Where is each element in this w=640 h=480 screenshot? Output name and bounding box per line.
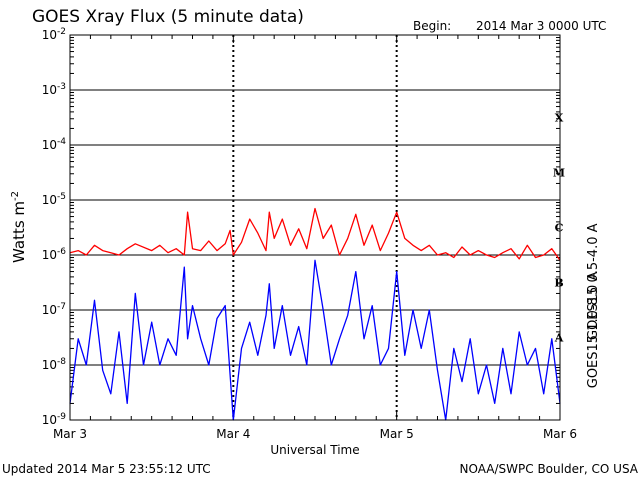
- credit-footer: NOAA/SWPC Boulder, CO USA: [460, 462, 639, 476]
- y-tick-label: 10-5: [42, 192, 66, 207]
- series-short-channel-line: [69, 259, 561, 421]
- legend-short-channel: GOES15 0.5-4.0 A: [586, 223, 601, 340]
- y-tick-exponent: -3: [57, 82, 66, 92]
- series-layer: [69, 207, 561, 421]
- x-tick-label: Mar 4: [216, 427, 250, 441]
- y-tick-exponent: -4: [57, 137, 66, 147]
- series-long-channel-line: [69, 207, 561, 261]
- y-axis-label: Watts m-2: [10, 191, 28, 263]
- y-tick-label: 10-4: [42, 137, 67, 152]
- y-tick-exponent: -2: [57, 27, 66, 37]
- x-tick-label: Mar 3: [53, 427, 87, 441]
- y-axis-label-sup: -2: [10, 191, 21, 201]
- y-tick-label: 10-9: [42, 412, 67, 427]
- x-tick-label: Mar 6: [543, 427, 577, 441]
- y-tick-label: 10-3: [42, 82, 66, 97]
- y-tick-label: 10-7: [42, 302, 66, 317]
- y-tick-label: 10-6: [42, 247, 67, 262]
- flare-class-a: A: [554, 332, 564, 345]
- plot-frame: [69, 34, 561, 421]
- y-tick-base: 10: [42, 193, 57, 207]
- y-tick-base: 10: [42, 28, 57, 42]
- y-tick-exponent: -8: [57, 357, 66, 367]
- x-tick-label: Mar 5: [380, 427, 414, 441]
- chart-title: GOES Xray Flux (5 minute data): [32, 7, 304, 27]
- y-tick-exponent: -9: [57, 412, 66, 422]
- y-tick-exponent: -5: [57, 192, 66, 202]
- y-tick-base: 10: [42, 138, 57, 152]
- y-axis-label-text: Watts m: [10, 201, 28, 263]
- y-tick-base: 10: [42, 83, 57, 97]
- y-tick-exponent: -7: [57, 302, 66, 312]
- flare-class-c: C: [555, 222, 564, 235]
- y-tick-label: 10-2: [42, 27, 66, 42]
- y-tick-label: 10-8: [42, 357, 67, 372]
- begin-label: Begin:: [413, 19, 451, 33]
- begin-value: 2014 Mar 3 0000 UTC: [476, 19, 606, 33]
- grid-layer: [70, 35, 560, 420]
- flare-class-x: X: [555, 112, 564, 125]
- updated-footer: Updated 2014 Mar 5 23:55:12 UTC: [2, 462, 211, 476]
- y-tick-exponent: -6: [57, 247, 66, 257]
- flare-class-labels: X M C B A: [553, 112, 565, 345]
- legend-long-channel: GOES15 1.0-8.0 A: [586, 272, 601, 389]
- y-tick-base: 10: [42, 413, 57, 427]
- x-axis-label: Universal Time: [270, 443, 359, 457]
- flare-class-m: M: [553, 167, 565, 180]
- flare-class-b: B: [554, 277, 563, 290]
- y-tick-base: 10: [42, 248, 57, 262]
- y-tick-base: 10: [42, 358, 57, 372]
- y-tick-base: 10: [42, 303, 57, 317]
